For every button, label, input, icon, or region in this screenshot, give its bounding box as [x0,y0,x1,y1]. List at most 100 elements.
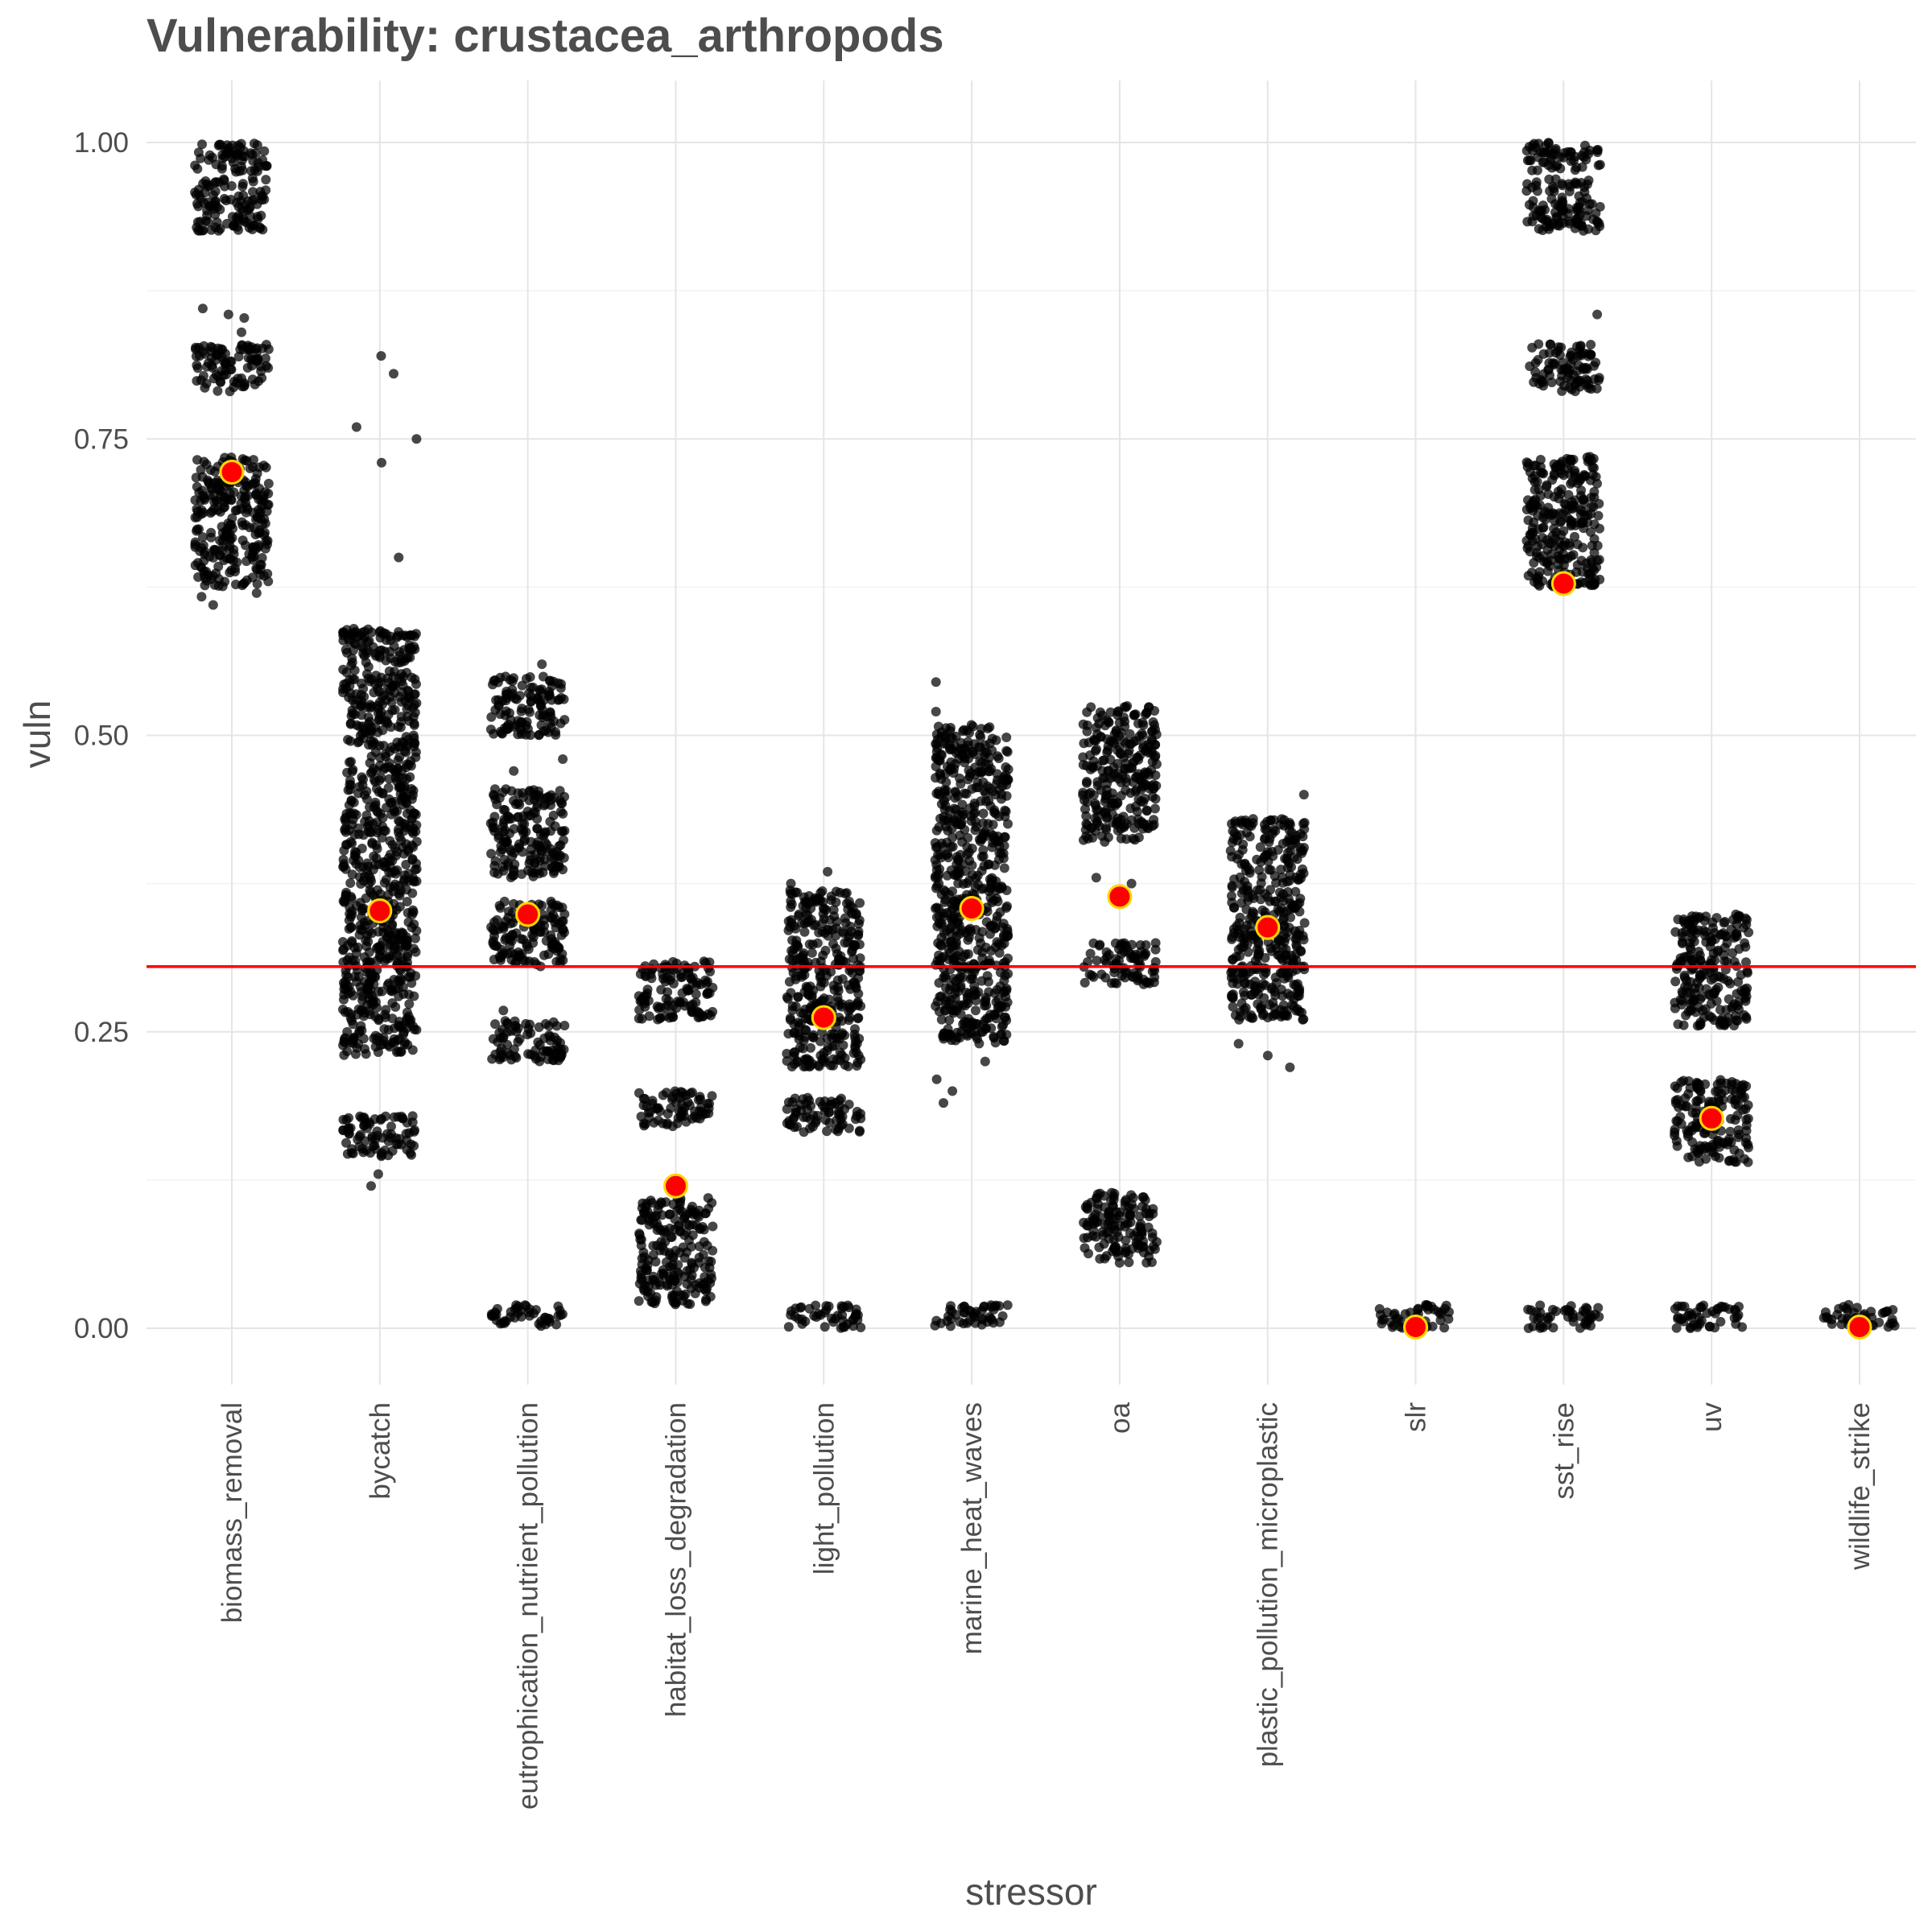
data-point [394,1133,405,1144]
data-point [987,745,997,756]
data-point [495,952,506,963]
data-point [341,679,352,689]
point-group-biomass_removal [190,138,274,610]
data-point [404,999,415,1009]
data-point [851,908,861,919]
data-point [387,1013,398,1024]
data-point [973,782,984,793]
data-point [950,993,960,1004]
data-point [357,995,368,1005]
data-point [812,1111,823,1121]
data-point [543,1046,554,1057]
data-point [980,995,991,1005]
outlier-point [251,588,262,598]
data-point [215,535,225,546]
data-point [806,1042,815,1053]
data-point [262,568,273,579]
outlier-point [1126,878,1137,889]
data-point [1138,1192,1149,1203]
data-point [694,1241,704,1252]
data-point [342,940,353,951]
data-point [502,693,512,703]
data-point [357,906,367,916]
data-point [687,1257,697,1268]
data-point [398,786,409,797]
data-point [799,927,810,937]
data-point [559,715,570,725]
data-point [1000,970,1010,980]
data-point [679,1291,689,1302]
data-point [342,1026,353,1037]
data-point [375,753,386,763]
data-point [502,724,513,734]
data-point [782,1118,792,1129]
data-point [670,1276,680,1286]
data-point [844,896,854,906]
data-point [683,965,693,976]
data-point [375,1040,386,1051]
data-point [528,807,539,817]
data-point [976,832,987,843]
data-point [945,726,956,736]
data-point [1268,851,1278,861]
data-point [707,1091,717,1101]
data-point [1548,1323,1558,1333]
data-point [257,195,267,205]
data-point [698,1249,708,1260]
data-point [1230,1010,1241,1021]
data-point [989,1033,999,1043]
data-point [361,941,372,952]
data-point [489,926,500,936]
data-point [191,473,201,483]
data-point [544,689,555,700]
data-point [648,1271,658,1282]
data-point [1096,732,1106,742]
data-point [391,768,402,778]
data-point [1441,1300,1451,1311]
data-point [356,1021,366,1031]
data-point [341,887,352,898]
data-point [1269,824,1278,835]
data-point [346,711,357,721]
data-point [408,873,419,883]
data-point [239,485,250,496]
data-point [705,1010,716,1021]
data-point [1126,1199,1137,1210]
outlier-point [509,766,519,776]
data-point [405,805,415,815]
data-point [1078,760,1088,770]
data-point [366,990,377,1001]
data-point [671,1088,681,1099]
data-point [1141,806,1152,816]
data-point [693,1095,704,1105]
data-point [238,214,249,225]
data-point [411,747,421,758]
data-point [1291,831,1302,841]
data-point [990,790,1001,800]
data-point [1128,972,1138,982]
data-point [831,897,841,907]
data-point [1084,737,1094,748]
data-point [410,689,420,700]
data-point [1278,915,1288,926]
data-point [976,1305,987,1315]
data-point [1002,747,1013,757]
data-point [1566,1301,1576,1311]
data-point [222,523,233,534]
data-point [1556,484,1567,494]
data-point [386,861,395,872]
data-point [402,652,413,663]
data-point [546,896,556,906]
data-point [255,506,266,516]
data-point [195,546,205,556]
data-point [551,1021,562,1031]
data-point [1095,707,1105,717]
data-point [971,1031,981,1041]
data-point [407,794,417,804]
data-point [338,664,349,675]
data-point [543,792,552,803]
data-point [341,1137,351,1148]
data-point [976,976,987,986]
data-point [636,1241,646,1251]
data-point [1565,455,1575,464]
